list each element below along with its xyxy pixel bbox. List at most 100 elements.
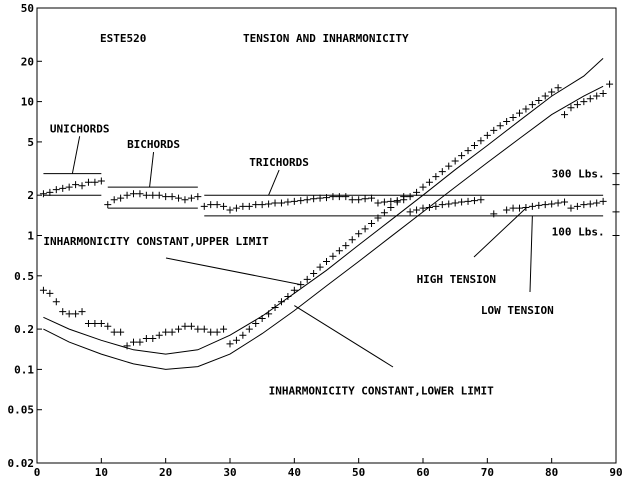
annotation-pointers	[71, 136, 533, 368]
data-point	[123, 191, 131, 199]
data-point	[413, 188, 421, 196]
data-point	[162, 193, 170, 201]
data-point	[348, 236, 356, 244]
data-point	[200, 202, 208, 210]
data-point	[136, 190, 144, 198]
data-point	[258, 201, 266, 209]
data-point	[303, 275, 311, 283]
data-point	[586, 95, 594, 103]
x-tick-label: 80	[545, 466, 558, 479]
data-point	[496, 122, 504, 130]
y-tick-label: 2	[27, 189, 34, 202]
data-point	[310, 195, 318, 203]
data-point	[271, 303, 279, 311]
data-point	[252, 201, 260, 209]
data-point	[368, 194, 376, 202]
y-tick-label: 1	[27, 230, 34, 243]
data-point	[580, 98, 588, 106]
data-point	[413, 206, 421, 214]
data-point	[509, 204, 517, 212]
data-point	[72, 181, 80, 189]
data-point	[271, 199, 279, 207]
annotation-label: HIGH TENSION	[417, 273, 496, 286]
data-point	[78, 308, 86, 316]
data-point	[483, 131, 491, 139]
data-point	[258, 314, 266, 322]
annotation-pointer	[165, 257, 301, 286]
data-point	[612, 232, 620, 239]
data-point	[419, 204, 427, 212]
data-point	[419, 183, 427, 191]
data-point	[593, 199, 601, 207]
data-point	[149, 191, 157, 199]
data-point	[39, 190, 47, 198]
data-point	[155, 191, 163, 199]
data-point	[516, 204, 523, 212]
data-point	[445, 162, 453, 170]
data-point	[65, 183, 73, 191]
annotations: UNICHORDS BICHORDS TRICHORDS 300 Lbs. 100 Lb…	[43, 122, 604, 397]
data-point	[458, 152, 466, 160]
chart-title: TENSION AND INHARMONICITY	[243, 32, 409, 45]
data-point	[432, 173, 440, 181]
data-point	[464, 197, 472, 205]
limit-curves	[43, 58, 604, 370]
curve-lower_limit	[43, 85, 604, 370]
data-point	[606, 80, 614, 88]
data-point	[220, 202, 228, 210]
data-point	[458, 198, 466, 206]
y-tick-label: 0.1	[14, 363, 34, 376]
annotation-label: 100 Lbs.	[552, 226, 605, 239]
data-point	[406, 208, 414, 216]
data-point	[561, 111, 569, 119]
data-point	[342, 193, 350, 201]
data-point	[586, 200, 594, 208]
data-point	[432, 202, 440, 210]
data-point	[84, 320, 92, 328]
data-point	[297, 197, 305, 205]
data-markers	[39, 80, 620, 350]
data-point	[599, 197, 607, 205]
data-point	[110, 328, 118, 336]
annotation-label: LOW TENSION	[481, 304, 554, 317]
data-point	[612, 170, 620, 178]
data-point	[220, 325, 228, 333]
data-point	[522, 105, 530, 113]
data-point	[97, 320, 105, 328]
data-point	[277, 199, 285, 207]
data-point	[265, 200, 273, 208]
data-point	[97, 177, 105, 185]
data-point	[554, 84, 562, 92]
data-point	[175, 194, 183, 202]
data-point	[181, 196, 189, 204]
data-point	[207, 328, 215, 336]
data-point	[425, 178, 433, 186]
data-point	[155, 331, 163, 339]
y-tick-label: 50	[21, 2, 34, 15]
data-point	[612, 181, 620, 189]
data-point	[200, 325, 208, 333]
data-point	[425, 203, 433, 211]
data-point	[335, 193, 343, 201]
data-point	[91, 178, 99, 186]
data-point	[290, 197, 298, 205]
data-point	[464, 147, 472, 155]
data-point	[477, 137, 485, 145]
data-point	[470, 142, 478, 150]
data-point	[451, 199, 459, 207]
data-point	[162, 328, 170, 336]
y-tick-label: 0.05	[8, 404, 35, 417]
data-point	[535, 201, 543, 209]
annotation-label: INHARMONICITY CONSTANT,UPPER LIMIT	[43, 235, 269, 248]
data-point	[374, 214, 382, 222]
data-point	[187, 194, 195, 202]
data-point	[232, 204, 240, 212]
data-point	[72, 310, 80, 318]
x-tick-label: 40	[288, 466, 301, 479]
data-point	[78, 182, 86, 190]
data-point	[168, 193, 176, 201]
data-point	[567, 204, 575, 212]
data-point	[213, 328, 221, 336]
data-point	[46, 188, 54, 196]
